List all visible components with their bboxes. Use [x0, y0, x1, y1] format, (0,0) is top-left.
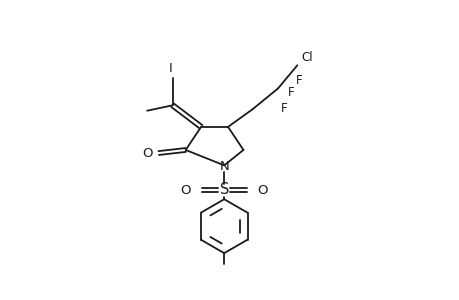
Text: N: N: [219, 160, 229, 172]
Text: F: F: [280, 102, 286, 115]
Text: O: O: [180, 184, 190, 196]
Text: F: F: [295, 74, 302, 88]
Text: F: F: [287, 86, 294, 99]
Text: O: O: [142, 146, 152, 160]
Text: I: I: [169, 62, 173, 75]
Text: O: O: [257, 184, 267, 196]
Text: S: S: [219, 182, 229, 197]
Text: Cl: Cl: [301, 51, 312, 64]
